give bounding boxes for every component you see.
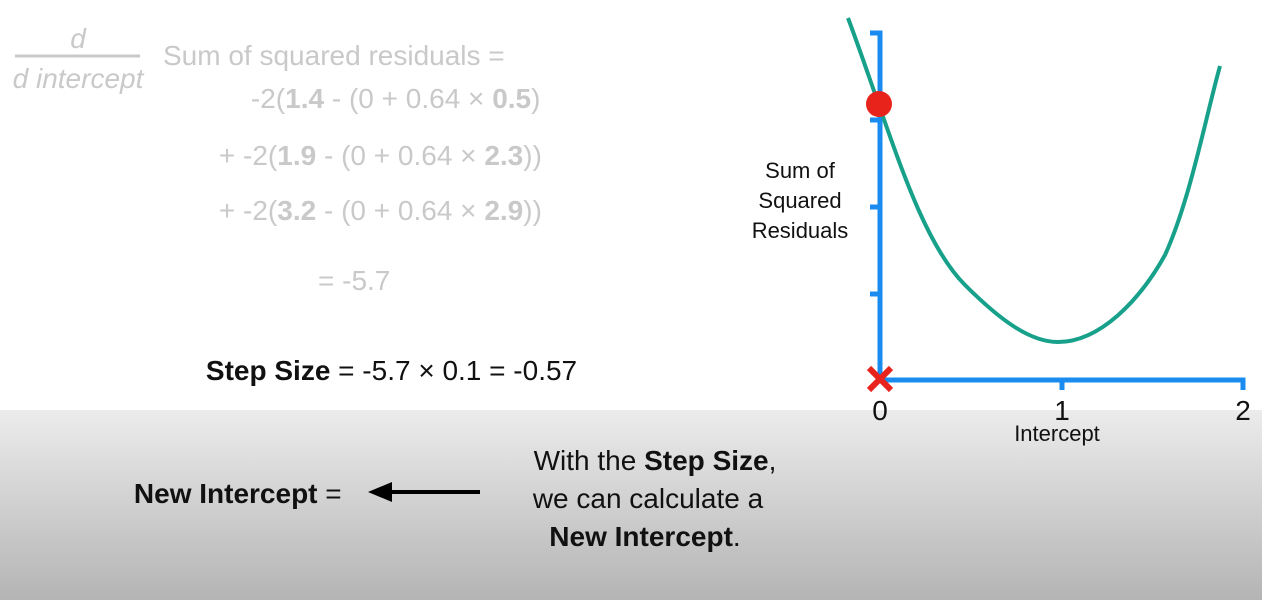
term: -2(1.4 - (0 + 0.64 × 0.5)	[212, 83, 564, 114]
term-part: 2.3	[484, 140, 523, 171]
term-part: 1.9	[277, 140, 316, 171]
current-point	[866, 91, 892, 117]
note-part: we can calculate a	[532, 483, 764, 514]
step-size: Step Size = -5.7 × 0.1 = -0.57	[167, 355, 600, 386]
step-size-formula: = -5.7 × 0.1 = -0.57	[330, 355, 577, 386]
term-part: ))	[523, 195, 542, 226]
term-part: -2(	[251, 83, 286, 114]
term-part: + -2(	[219, 195, 278, 226]
note-line: we can calculate a	[532, 483, 764, 514]
term-part: )	[531, 83, 540, 114]
term-part: 0.5	[492, 83, 531, 114]
note-part: With the	[534, 445, 644, 476]
denominator: d intercept	[13, 63, 145, 94]
term: + -2(3.2 - (0 + 0.64 × 2.9))	[180, 195, 565, 226]
term-part: - (0 + 0.64 ×	[324, 83, 492, 114]
step-size-label: Step Size	[206, 355, 330, 386]
graph: 0 1 2 Intercept Sum of Squared Residuals	[752, 17, 1251, 446]
new-intercept: New Intercept =	[95, 478, 365, 509]
note-part: .	[733, 521, 741, 552]
note-part: ,	[769, 445, 777, 476]
term-part: 1.4	[285, 83, 324, 114]
term-part: + -2(	[219, 140, 278, 171]
equation-label: Sum of squared residuals =	[163, 40, 505, 71]
x-tick-label: 2	[1235, 395, 1251, 426]
note-line: New Intercept.	[549, 521, 740, 552]
note-part: New Intercept	[549, 521, 733, 552]
term-part: ))	[523, 140, 542, 171]
note-part: Step Size	[644, 445, 768, 476]
x-marker	[866, 365, 894, 393]
arrow-head	[368, 482, 392, 502]
x-tick-label: 1	[1054, 395, 1070, 426]
footer-band	[0, 410, 1262, 600]
ticks	[870, 117, 1065, 390]
y-axis-label: Squared	[758, 188, 841, 213]
equals: =	[318, 478, 342, 509]
x-axis-label: Intercept	[1014, 421, 1100, 446]
x-tick-label: 0	[872, 395, 888, 426]
term-part: 2.9	[484, 195, 523, 226]
term: + -2(1.9 - (0 + 0.64 × 2.3))	[180, 140, 565, 171]
term-part: - (0 + 0.64 ×	[316, 140, 484, 171]
term-part: - (0 + 0.64 ×	[316, 195, 484, 226]
numerator: d	[70, 23, 87, 54]
y-axis-label: Sum of	[765, 158, 836, 183]
new-intercept-label: New Intercept	[134, 478, 318, 509]
y-axis-label: Residuals	[752, 218, 849, 243]
result: = -5.7	[318, 265, 390, 296]
term-part: 3.2	[277, 195, 316, 226]
note-line: With the Step Size,	[534, 445, 777, 476]
